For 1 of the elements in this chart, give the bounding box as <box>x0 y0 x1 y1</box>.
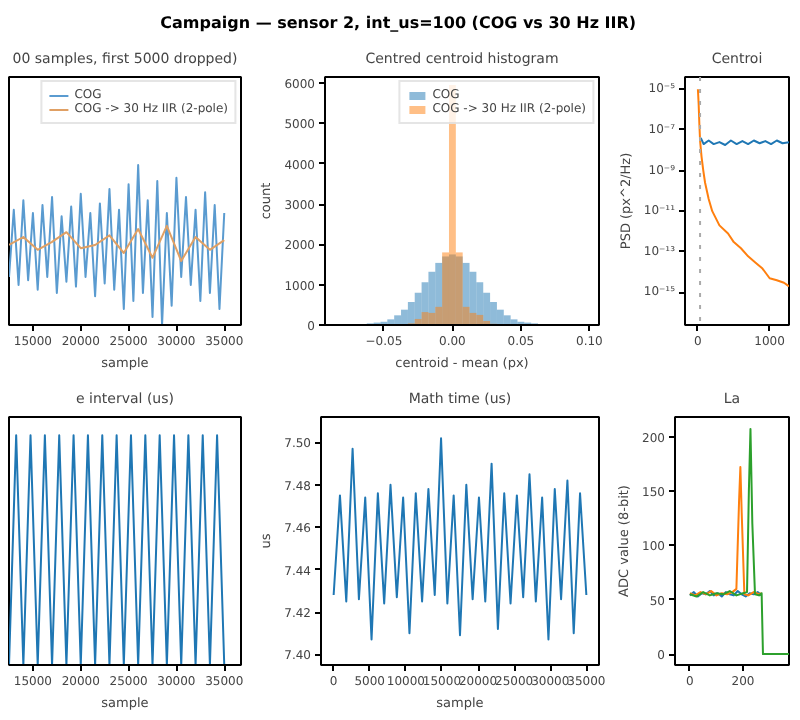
text: Campaign — sensor 2, int_us=100 (COG vs 30 Hz IIR) <box>160 13 637 32</box>
